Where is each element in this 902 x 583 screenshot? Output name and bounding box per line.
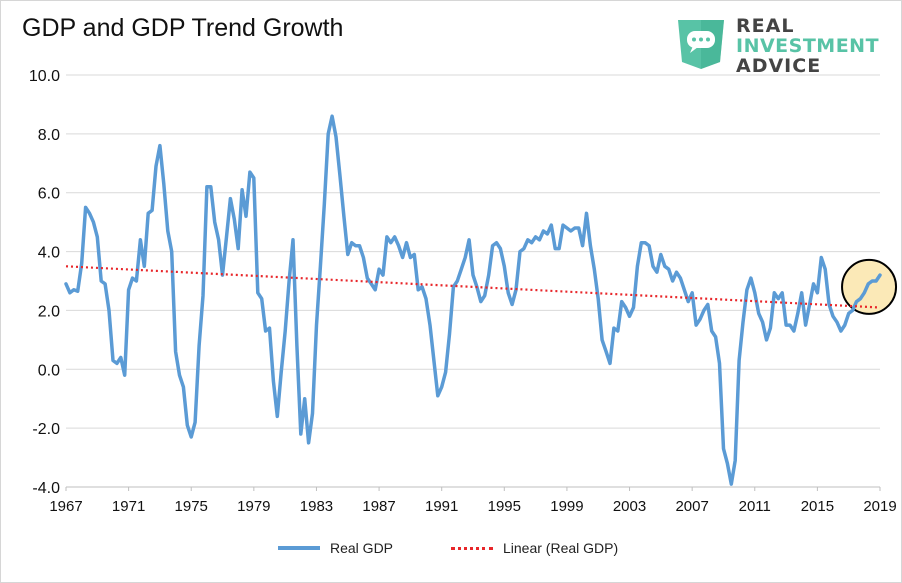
x-tick-label: 1975	[175, 498, 208, 515]
legend-item-linear: Linear (Real GDP)	[451, 540, 618, 556]
y-tick-label: -4.0	[32, 480, 60, 497]
x-tick-label: 2003	[613, 498, 646, 515]
x-tick-label: 1983	[300, 498, 333, 515]
chat-bubble-icon	[678, 20, 724, 69]
series-line-real-gdp	[64, 114, 882, 486]
legend-label-linear: Linear (Real GDP)	[503, 540, 619, 556]
logo-line-1: REAL	[736, 15, 795, 37]
logo-line-2: INVESTMENT	[736, 35, 880, 57]
legend-item-real-gdp: Real GDP	[278, 540, 393, 556]
y-tick-label: 4.0	[38, 245, 60, 262]
y-tick-label: 2.0	[38, 303, 60, 320]
x-tick-label: 1991	[425, 498, 458, 515]
x-tick-label: 1995	[488, 498, 521, 515]
x-tick-label: 1979	[237, 498, 270, 515]
x-tick-label: 2015	[801, 498, 834, 515]
x-tick-label: 1999	[550, 498, 583, 515]
legend-swatch-real-gdp	[278, 546, 320, 550]
chart-title: GDP and GDP Trend Growth	[22, 14, 344, 42]
x-tick-label: 1967	[49, 498, 82, 515]
chart-legend: Real GDP Linear (Real GDP)	[0, 540, 902, 562]
x-tick-label: 1987	[362, 498, 395, 515]
y-tick-label: 6.0	[38, 186, 60, 203]
legend-label-real-gdp: Real GDP	[330, 540, 394, 556]
brand-logo: REAL INVESTMENT ADVICE	[670, 14, 880, 76]
logo-line-3: ADVICE	[736, 55, 822, 77]
y-tick-label: 10.0	[29, 68, 60, 85]
x-tick-label: 2011	[739, 498, 771, 515]
y-tick-label: 8.0	[38, 127, 60, 144]
series-line-linear-trend	[65, 265, 881, 309]
x-tick-label: 2019	[863, 498, 896, 515]
x-tick-label: 1971	[112, 498, 145, 515]
y-tick-label: 0.0	[38, 362, 60, 379]
y-tick-label: -2.0	[32, 421, 60, 438]
x-tick-label: 2007	[675, 498, 708, 515]
legend-swatch-linear	[451, 546, 493, 550]
